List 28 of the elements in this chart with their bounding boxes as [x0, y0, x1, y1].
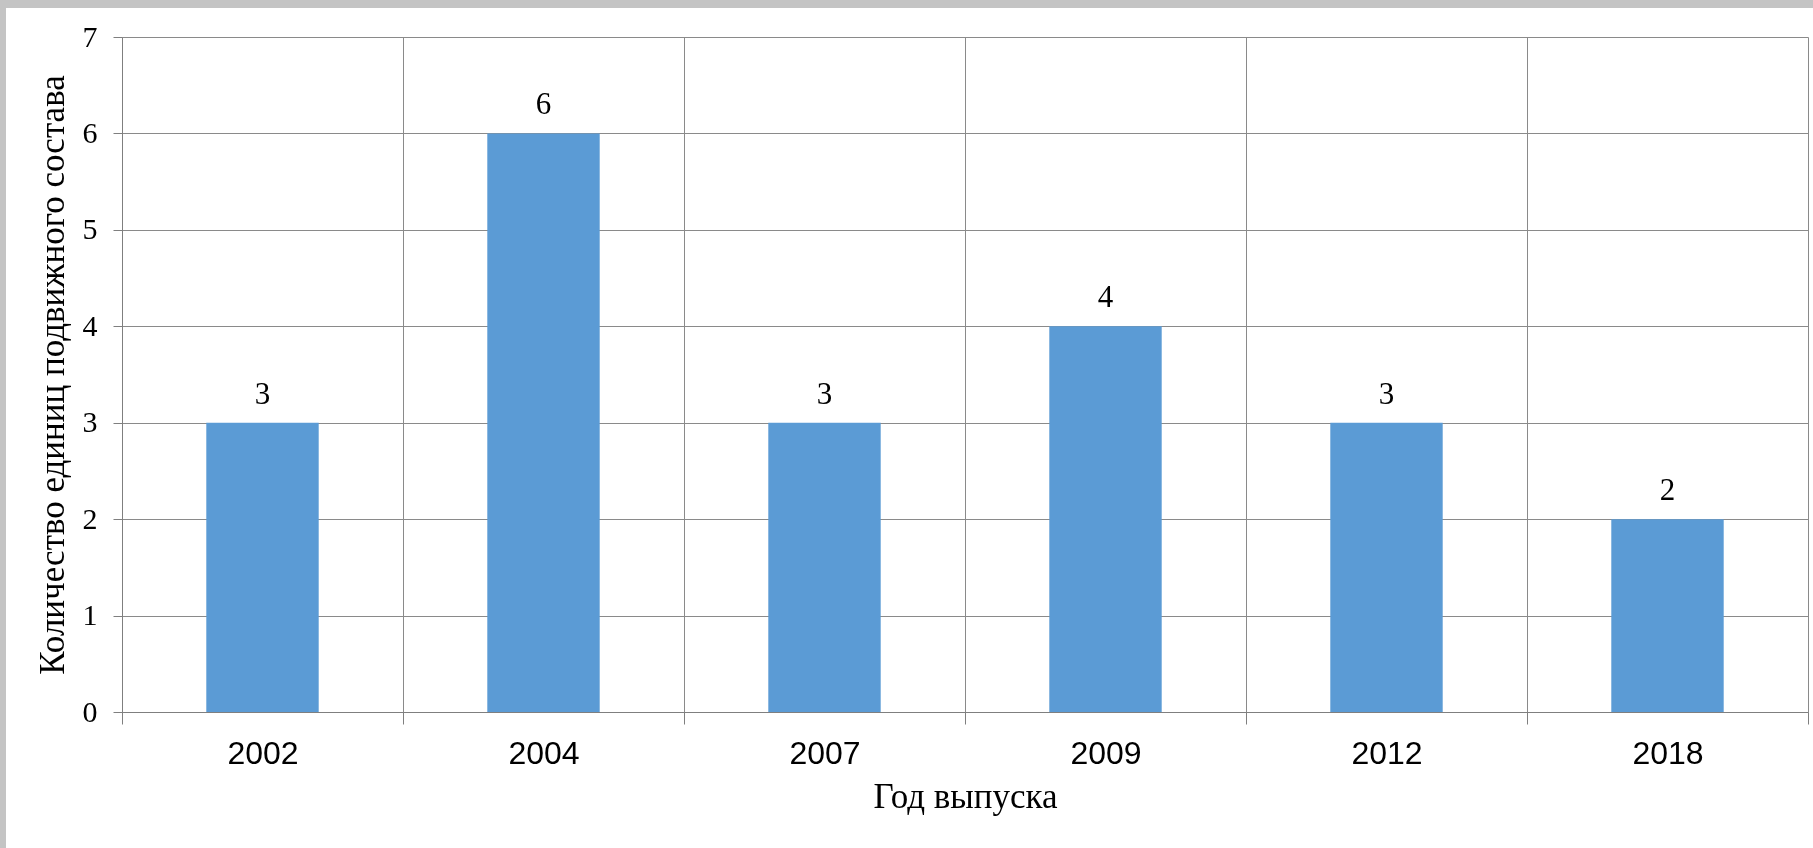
- x-tick-label: 2009: [1070, 734, 1142, 771]
- data-label: 2: [1659, 472, 1676, 508]
- bar: [1330, 422, 1443, 712]
- y-tick-label: 7: [82, 19, 98, 53]
- bar: [1049, 326, 1162, 712]
- y-tick-label: 4: [82, 308, 98, 342]
- x-tick-label: 2002: [227, 734, 299, 771]
- bar: [768, 422, 881, 712]
- data-label: 4: [1097, 279, 1114, 315]
- bar: [1611, 519, 1724, 712]
- bar: [487, 133, 600, 712]
- x-tick-label: 2018: [1632, 734, 1704, 771]
- data-label: 3: [254, 375, 271, 411]
- x-tick-label: 2007: [789, 734, 861, 771]
- x-tick-label: 2004: [508, 734, 580, 771]
- data-label: 3: [1378, 375, 1395, 411]
- y-tick-label: 5: [82, 212, 98, 246]
- x-tick-label: 2012: [1351, 734, 1423, 771]
- y-tick-label: 1: [82, 598, 98, 632]
- y-tick-label: 0: [82, 694, 98, 728]
- y-tick-label: 3: [82, 405, 98, 439]
- data-label: 3: [816, 375, 833, 411]
- bar: [206, 422, 319, 712]
- y-tick-label: 6: [82, 115, 98, 149]
- x-axis-title: Год выпуска: [873, 776, 1058, 816]
- y-axis-title: Количество единиц подвижного состава: [32, 74, 72, 675]
- data-label: 6: [535, 86, 552, 122]
- y-tick-label: 2: [82, 501, 98, 535]
